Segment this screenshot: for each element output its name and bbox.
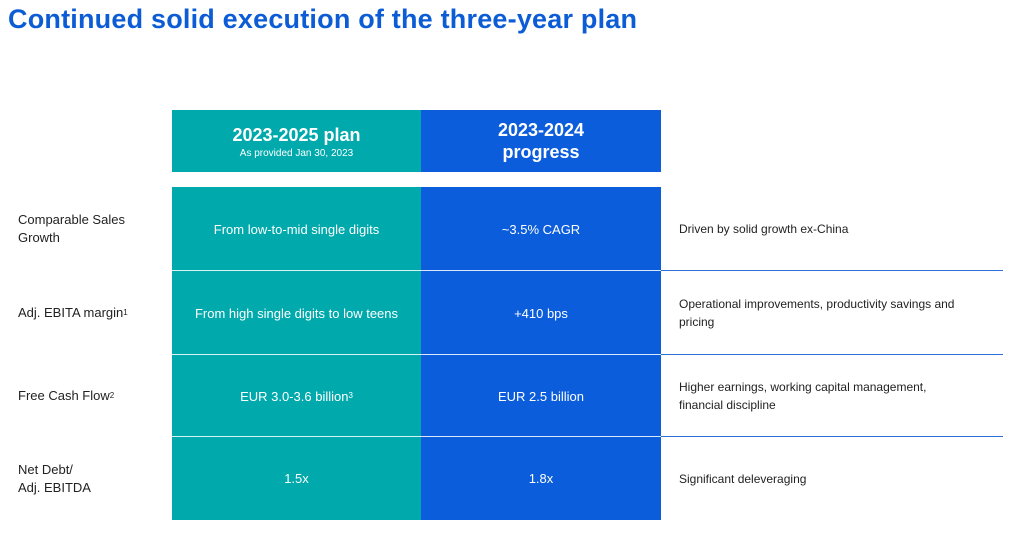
note-cell: Driven by solid growth ex-China — [679, 222, 849, 236]
progress-cell: +410 bps — [514, 305, 568, 321]
progress-column — [421, 187, 661, 520]
row-label-comparable-sales-growth: Comparable Sales Growth — [18, 212, 125, 245]
progress-header-title-line1: 2023-2024 — [497, 120, 585, 140]
row-label-text: Adj. EBITA margin — [18, 305, 124, 320]
plan-header: 2023-2025 plan As provided Jan 30, 2023 — [172, 110, 421, 172]
progress-cell: EUR 2.5 billion — [498, 388, 584, 404]
row-divider — [172, 354, 661, 355]
row-divider — [661, 354, 1003, 355]
progress-cell: ~3.5% CAGR — [501, 221, 581, 237]
plan-cell: From high single digits to low teens — [194, 305, 399, 321]
row-label-text: Free Cash Flow — [18, 388, 110, 403]
plan-cell-text: EUR 3.0-3.6 billion — [240, 388, 349, 404]
page-title: Continued solid execution of the three-y… — [8, 4, 638, 34]
row-label-adj-ebita-margin: Adj. EBITA margin 1 — [18, 305, 128, 320]
row-divider — [172, 270, 661, 271]
note-cell: Significant deleveraging — [679, 471, 807, 486]
row-label-net-debt-adj-ebitda: Net Debt/ Adj. EBITDA — [18, 437, 168, 520]
row-divider — [661, 436, 1003, 437]
plan-cell: EUR 3.0-3.6 billion 3 — [240, 388, 353, 404]
row-label-line1: Net Debt/ — [18, 461, 73, 477]
plan-cell: 1.5x — [284, 471, 309, 486]
row-divider — [172, 436, 661, 437]
row-label-free-cash-flow: Free Cash Flow 2 — [18, 388, 115, 403]
progress-header: 2023-2024 progress — [421, 110, 661, 172]
row-divider — [661, 270, 1003, 271]
plan-header-title: 2023-2025 plan — [232, 124, 361, 145]
plan-cell: From low-to-mid single digits — [213, 221, 380, 237]
progress-cell: 1.8x — [528, 471, 554, 486]
note-cell: Higher earnings, working capital managem… — [679, 380, 927, 412]
note-cell: Operational improvements, productivity s… — [679, 297, 955, 329]
progress-header-title-line2: progress — [502, 142, 580, 162]
plan-column — [172, 187, 421, 520]
plan-header-subtitle: As provided Jan 30, 2023 — [239, 147, 354, 159]
row-label-line2: Adj. EBITDA — [18, 479, 91, 495]
